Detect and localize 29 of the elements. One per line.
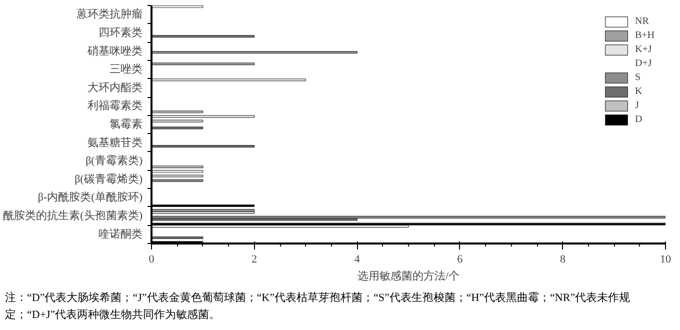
y-tick-label: β-内酰胺类(单酰胺环)	[38, 190, 143, 204]
x-tick-label: 10	[660, 254, 672, 266]
x-tick-label: 8	[560, 254, 566, 266]
legend-label: D+J	[635, 58, 653, 69]
x-tick-label: 6	[457, 254, 464, 266]
x-tick-label: 2	[252, 254, 258, 266]
y-tick-label: 利福霉素类	[88, 99, 142, 112]
legend-label: K	[635, 86, 644, 97]
y-tick-label: β(碳青霉烯类)	[74, 172, 143, 186]
y-tick-label: 酰胺类的抗生素(头孢菌素类)	[3, 209, 143, 222]
y-tick-label: β(青霉素类)	[86, 154, 143, 168]
legend-label: K+J	[635, 44, 653, 55]
legend-label: B+H	[635, 30, 655, 41]
x-tick-label: 4	[354, 254, 360, 266]
y-tick-label: 氨基糖苷类	[88, 136, 142, 149]
x-axis-title: 选用敏感菌的方法/个	[357, 270, 460, 282]
legend-label: D	[635, 114, 644, 125]
legend-label: S	[635, 72, 642, 83]
x-tick-label: 0	[148, 254, 155, 266]
y-tick-label: 喹诺酮类	[98, 227, 142, 240]
y-tick-label: 硝基咪唑类	[86, 44, 142, 58]
legend-label: J	[635, 100, 640, 111]
y-tick-label: 氯霉素	[110, 118, 142, 130]
y-tick-label: 三唑类	[110, 62, 142, 76]
y-tick-label: 蒽环类抗肿瘤	[76, 8, 142, 21]
text: 注：“D”代表大肠埃希菌；“J”代表金黄色葡萄球菌；“K”代表枯草芽孢杆菌；“S”代表生孢梭菌；“H”代表黑曲霉；“NR”代表未作规定；“D+J”代表两种微生物共同作为敏感菌。	[5, 290, 632, 322]
y-tick-label: 四环素类	[98, 26, 142, 39]
y-tick-label: 大环内酯类	[88, 80, 142, 94]
legend-label: NR	[635, 16, 650, 27]
